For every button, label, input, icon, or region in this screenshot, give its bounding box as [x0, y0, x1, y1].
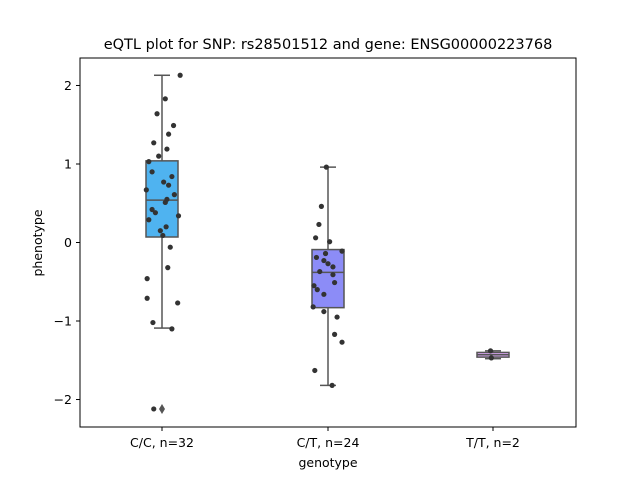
points-group-3 [487, 348, 494, 361]
data-point [162, 96, 168, 102]
data-point [339, 248, 345, 254]
data-point [150, 319, 156, 326]
data-point [313, 254, 320, 261]
data-point [330, 264, 336, 270]
data-point [316, 221, 322, 228]
y-axis-label: phenotype [30, 209, 45, 276]
points-group-2 [310, 164, 345, 388]
data-point [151, 140, 157, 146]
data-point [332, 331, 338, 337]
data-point [169, 173, 175, 180]
data-point [175, 213, 182, 219]
data-point [310, 304, 316, 310]
data-point [171, 192, 177, 198]
data-point [313, 235, 319, 241]
data-point [311, 283, 317, 289]
y-tick-label: 1 [64, 156, 72, 171]
chart-title: eQTL plot for SNP: rs28501512 and gene: … [104, 37, 553, 53]
data-point [332, 279, 338, 286]
data-point [144, 276, 150, 282]
x-axis-label: genotype [298, 455, 357, 470]
data-point [321, 257, 327, 264]
y-axis: 2 1 0 −1 −2 [54, 78, 80, 407]
data-point [167, 244, 173, 250]
data-point [160, 232, 166, 239]
data-point [149, 169, 155, 175]
data-point [169, 326, 175, 332]
data-point [339, 339, 345, 345]
data-point [334, 314, 340, 320]
x-tick-label: C/T, n=24 [297, 435, 360, 450]
data-point [151, 406, 157, 412]
data-point [161, 179, 167, 185]
data-point [318, 203, 324, 209]
data-point [152, 210, 158, 216]
data-point [146, 217, 152, 223]
x-tick-label: C/C, n=32 [130, 435, 194, 450]
data-point [166, 182, 172, 188]
y-tick-label: 2 [64, 78, 72, 93]
data-point [164, 146, 170, 152]
data-point [312, 367, 318, 374]
data-point [488, 355, 494, 361]
x-tick-label: T/T, n=2 [465, 435, 520, 450]
data-point [321, 291, 327, 297]
data-point [163, 224, 169, 230]
data-point [487, 348, 494, 354]
data-point [149, 206, 155, 213]
data-point [165, 265, 171, 271]
data-point [146, 159, 152, 165]
data-point [322, 250, 329, 257]
data-point [162, 199, 168, 206]
data-point [154, 111, 160, 117]
x-axis: C/C, n=32 C/T, n=24 T/T, n=2 [130, 427, 520, 450]
points-group-1 [143, 72, 183, 412]
data-point [325, 261, 331, 267]
data-point [314, 287, 320, 293]
data-point [144, 295, 150, 301]
data-point [330, 272, 336, 278]
y-tick-label: −1 [54, 314, 72, 329]
outlier-marker [159, 403, 165, 414]
data-point [327, 239, 333, 245]
y-tick-label: −2 [54, 392, 72, 407]
data-point [323, 164, 329, 170]
data-point [177, 72, 183, 78]
data-point [157, 228, 163, 234]
y-tick-label: 0 [64, 235, 72, 250]
plot-area [143, 72, 510, 414]
data-point [321, 308, 327, 315]
data-point [166, 131, 172, 137]
data-point [175, 300, 181, 306]
data-point [317, 268, 323, 275]
data-point [143, 187, 149, 193]
data-point [329, 382, 335, 388]
data-point [170, 122, 177, 129]
data-point [156, 153, 162, 159]
